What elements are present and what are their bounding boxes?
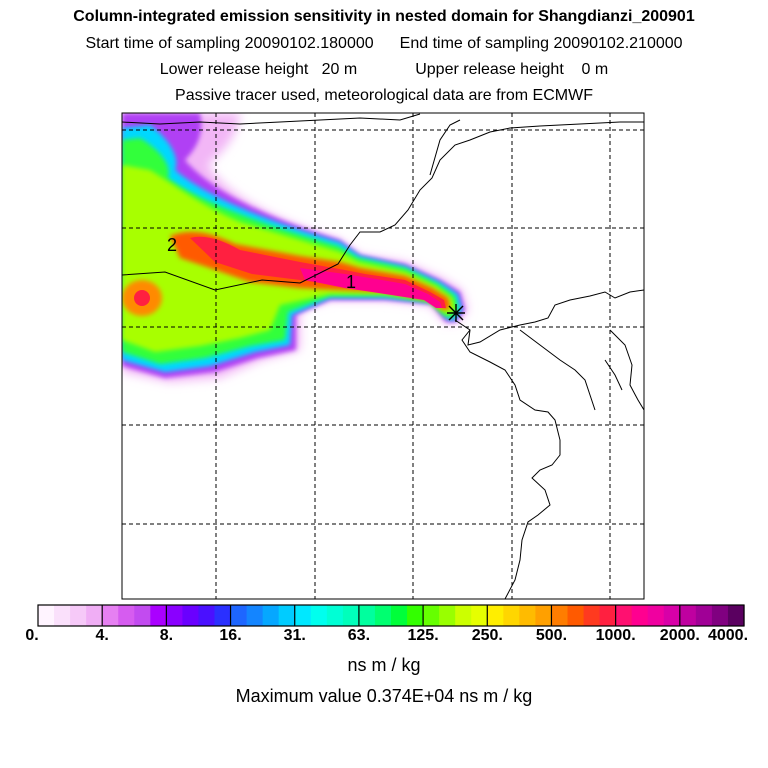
colorbar-cell bbox=[262, 605, 280, 626]
colorbar-cell bbox=[198, 605, 216, 626]
graticule bbox=[122, 113, 644, 599]
colorbar-cell bbox=[503, 605, 520, 626]
colorbar-cell bbox=[615, 605, 633, 626]
colorbar-cell bbox=[86, 605, 103, 626]
colorbar-cell bbox=[583, 605, 601, 626]
colorbar-cell bbox=[294, 605, 312, 626]
colorbar-cell bbox=[455, 605, 472, 626]
colorbar-tick-label: 125. bbox=[407, 627, 439, 644]
colorbar-cell bbox=[118, 605, 135, 626]
plume-label-2: 2 bbox=[167, 235, 177, 255]
colorbar-cell bbox=[166, 605, 184, 626]
colorbar-cell bbox=[551, 605, 569, 626]
colorbar-cell bbox=[358, 605, 376, 626]
colorbar-cell bbox=[631, 605, 649, 626]
colorbar-tick-label: 16. bbox=[219, 627, 242, 644]
colorbar-cell bbox=[342, 605, 360, 626]
plot-title: Column-integrated emission sensitivity i… bbox=[73, 8, 695, 25]
colorbar-cell bbox=[567, 605, 585, 626]
colorbar-cell bbox=[407, 605, 424, 626]
colorbar-tick-label: 4000. bbox=[707, 627, 749, 644]
tracer-info: Passive tracer used, meteorological data… bbox=[175, 87, 593, 104]
maximum-value: Maximum value 0.374E+04 ns m / kg bbox=[235, 686, 533, 706]
colorbar-cell bbox=[471, 605, 488, 626]
plume bbox=[122, 113, 468, 382]
start-sampling: Start time of sampling 20090102.180000 bbox=[85, 35, 374, 52]
colorbar-tick-label: 4. bbox=[95, 627, 109, 644]
colorbar-cell bbox=[278, 605, 296, 626]
colorbar-cell bbox=[663, 605, 681, 626]
colorbar-cell bbox=[150, 605, 167, 626]
colorbar-cell bbox=[134, 605, 151, 626]
colorbar-cell bbox=[70, 605, 87, 626]
colorbar-cell bbox=[54, 605, 71, 626]
colorbar-cell bbox=[246, 605, 264, 626]
colorbar-cell bbox=[182, 605, 200, 626]
colorbar-frame bbox=[37, 604, 745, 627]
colorbar-cell bbox=[102, 605, 119, 626]
colorbar-tick-label: 8. bbox=[159, 627, 174, 644]
colorbar-cell bbox=[310, 605, 328, 626]
colorbar-tick-label: 500. bbox=[535, 627, 568, 644]
colorbar-cell bbox=[214, 605, 232, 626]
colorbar-cell bbox=[487, 605, 504, 626]
colorbar-cell bbox=[647, 605, 665, 626]
star-receptor-icon bbox=[447, 304, 465, 322]
colorbar-tick-label: 250. bbox=[471, 627, 503, 644]
release-heights: Lower release height 20 m Upper release h… bbox=[0, 61, 768, 79]
colorbar-tick-label: 2000. bbox=[659, 627, 700, 644]
colorbar-tick-label: 1000. bbox=[595, 627, 636, 644]
colorbar-cell bbox=[535, 605, 553, 626]
colorbar-cell bbox=[374, 605, 392, 626]
colorbar bbox=[38, 605, 745, 626]
upper-release-height: Upper release height 0 m bbox=[415, 61, 609, 78]
lower-release-height: Lower release height 20 m bbox=[159, 61, 358, 78]
colorbar-tick-label: 63. bbox=[347, 627, 371, 644]
colorbar-cell bbox=[326, 605, 344, 626]
map-frame bbox=[121, 112, 645, 600]
colorbar-tick-label: 0. bbox=[25, 627, 39, 644]
colorbar-cell bbox=[230, 605, 248, 626]
colorbar-cell bbox=[679, 605, 697, 626]
sampling-times: Start time of sampling 20090102.180000 En… bbox=[0, 35, 768, 53]
colorbar-cell bbox=[711, 605, 729, 626]
colorbar-ticks bbox=[101, 605, 681, 626]
colorbar-cell bbox=[439, 605, 456, 626]
colorbar-cell bbox=[695, 605, 713, 626]
end-sampling: End time of sampling 20090102.210000 bbox=[399, 35, 683, 52]
colorbar-cell bbox=[38, 605, 55, 626]
colorbar-units: ns m / kg bbox=[347, 655, 421, 675]
plume-label-1: 1 bbox=[346, 272, 356, 292]
colorbar-cell bbox=[423, 605, 440, 626]
colorbar-cell bbox=[519, 605, 537, 626]
coastlines-borders bbox=[122, 113, 644, 599]
colorbar-cell bbox=[599, 605, 617, 626]
colorbar-tick-label: 31. bbox=[283, 627, 306, 644]
colorbar-cell bbox=[727, 605, 745, 626]
colorbar-cell bbox=[391, 605, 408, 626]
